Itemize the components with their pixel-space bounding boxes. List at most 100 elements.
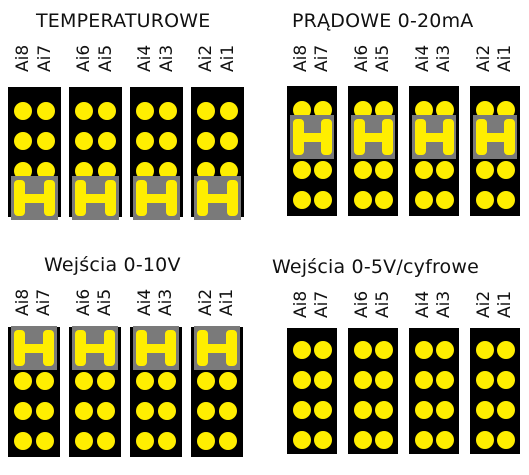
- channel-label-ai3: Ai3: [157, 44, 178, 72]
- pin-icon: [97, 162, 116, 180]
- pin-block-temp-3: [130, 87, 183, 220]
- pin-icon: [136, 402, 155, 420]
- pin-icon: [496, 161, 515, 179]
- pin-icon: [218, 402, 237, 420]
- pin-icon: [414, 371, 433, 389]
- pin-icon: [218, 432, 237, 450]
- pin-icon: [158, 102, 177, 120]
- jumper-temp-4: [194, 176, 241, 220]
- pin-icon: [35, 432, 54, 450]
- pin-icon: [313, 191, 332, 209]
- channel-label-ai2: Ai2: [474, 290, 494, 318]
- pin-icon: [496, 431, 515, 449]
- pin-block-temp-1: [8, 87, 61, 220]
- pin-icon: [14, 402, 33, 420]
- pin-icon: [374, 341, 393, 359]
- pin-icon: [157, 372, 176, 390]
- pin-icon: [292, 371, 311, 389]
- pin-icon: [435, 191, 454, 209]
- panel-title-current: PRĄDOWE 0-20mA: [292, 10, 474, 32]
- pin-icon: [374, 161, 393, 179]
- jumper-bridge-icon: [355, 133, 391, 142]
- channel-label-ai7: Ai7: [312, 44, 332, 72]
- pin-block-temp-2: [69, 87, 122, 220]
- pin-icon: [313, 161, 332, 179]
- channel-label-ai3: Ai3: [434, 290, 454, 318]
- pin-icon: [197, 402, 216, 420]
- pin-icon: [414, 401, 433, 419]
- pin-icon: [496, 191, 515, 209]
- pin-block-v5-1: [287, 328, 337, 454]
- channel-label-ai5: Ai5: [96, 44, 117, 72]
- pin-icon: [475, 161, 494, 179]
- pin-icon: [75, 162, 94, 180]
- pin-icon: [14, 102, 33, 120]
- pin-icon: [157, 402, 176, 420]
- pin-icon: [97, 132, 116, 150]
- pin-icon: [435, 161, 454, 179]
- jumper-bridge-icon: [137, 344, 175, 353]
- pin-icon: [313, 431, 332, 449]
- channel-label-ai1: Ai1: [217, 288, 238, 316]
- channel-label-ai4: Ai4: [413, 44, 433, 72]
- pin-icon: [435, 401, 454, 419]
- pin-icon: [35, 372, 54, 390]
- pin-icon: [496, 101, 515, 119]
- pin-block-current-1: [287, 86, 337, 216]
- pin-icon: [292, 101, 311, 119]
- pin-icon: [197, 432, 216, 450]
- pin-icon: [353, 191, 372, 209]
- channel-label-ai5: Ai5: [373, 44, 393, 72]
- pin-icon: [313, 101, 332, 119]
- pin-icon: [75, 372, 94, 390]
- jumper-current-3: [412, 115, 456, 159]
- pin-icon: [435, 371, 454, 389]
- channel-label-ai6: Ai6: [352, 44, 372, 72]
- channel-label-ai8: Ai8: [12, 44, 33, 72]
- pin-icon: [14, 372, 33, 390]
- jumper-temp-3: [133, 176, 180, 220]
- pin-icon: [219, 162, 238, 180]
- pin-icon: [353, 341, 372, 359]
- pin-icon: [292, 401, 311, 419]
- pin-icon: [435, 341, 454, 359]
- pin-icon: [435, 431, 454, 449]
- pin-icon: [475, 101, 494, 119]
- pin-icon: [313, 401, 332, 419]
- pin-icon: [496, 371, 515, 389]
- pin-icon: [219, 132, 238, 150]
- pin-icon: [136, 102, 155, 120]
- pin-icon: [475, 371, 494, 389]
- pin-icon: [292, 431, 311, 449]
- pin-icon: [218, 372, 237, 390]
- pin-icon: [374, 191, 393, 209]
- jumper-bridge-icon: [15, 194, 54, 203]
- pin-icon: [414, 341, 433, 359]
- pin-icon: [374, 431, 393, 449]
- pin-block-current-4: [470, 86, 520, 216]
- pin-icon: [353, 161, 372, 179]
- pin-icon: [197, 162, 216, 180]
- channel-label-ai6: Ai6: [73, 44, 94, 72]
- jumper-v10-3: [133, 326, 179, 370]
- pin-block-v10-3: [130, 326, 182, 457]
- pin-icon: [353, 371, 372, 389]
- pin-icon: [75, 102, 94, 120]
- pin-icon: [292, 341, 311, 359]
- jumper-bridge-icon: [15, 344, 53, 353]
- jumper-v10-4: [194, 326, 240, 370]
- pin-icon: [197, 132, 216, 150]
- panel-title-v5: Wejścia 0-5V/cyfrowe: [272, 256, 480, 278]
- jumper-bridge-icon: [294, 133, 330, 142]
- channel-label-ai5: Ai5: [373, 290, 393, 318]
- jumper-current-4: [473, 115, 517, 159]
- channel-label-ai3: Ai3: [434, 44, 454, 72]
- pin-icon: [475, 191, 494, 209]
- channel-label-ai4: Ai4: [134, 288, 155, 316]
- channel-label-ai6: Ai6: [73, 288, 94, 316]
- pin-block-v10-4: [191, 326, 243, 457]
- pin-icon: [136, 162, 155, 180]
- pin-icon: [292, 161, 311, 179]
- pin-icon: [219, 102, 238, 120]
- jumper-bridge-icon: [137, 194, 176, 203]
